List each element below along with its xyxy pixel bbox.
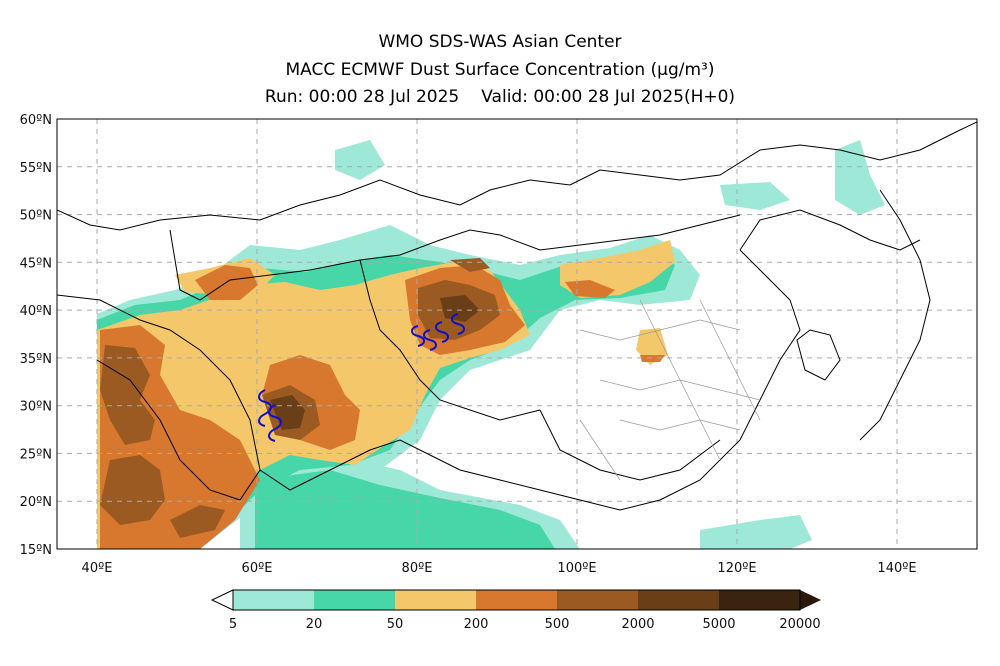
colorbar-swatch <box>314 590 395 610</box>
lon-label: 100ºE <box>557 561 596 576</box>
lat-label: 20ºN <box>20 495 52 510</box>
dust-band-500-2000-north <box>450 258 490 272</box>
dust-storm-symbol <box>423 329 437 351</box>
longitude-labels: 40ºE 60ºE 80ºE 100ºE 120ºE 140ºE <box>82 561 917 576</box>
colorbar-label: 2000 <box>621 617 654 632</box>
dust-band-5-20-se <box>700 515 812 549</box>
colorbar-label: 50 <box>387 617 404 632</box>
dust-band-5-20-ne <box>835 140 885 215</box>
colorbar-label: 5 <box>229 617 237 632</box>
dust-band-200-500-small <box>640 355 665 362</box>
lat-label: 55ºN <box>20 161 52 176</box>
dust-band-500-2000-arabia <box>100 455 165 525</box>
colorbar-label: 5000 <box>702 617 735 632</box>
dust-band-5-20-n <box>335 140 385 180</box>
dust-band-2000-5000-tarim <box>440 295 480 322</box>
lon-label: 40ºE <box>82 561 113 576</box>
lat-label: 45ºN <box>20 256 52 271</box>
colorbar-outline <box>232 589 801 611</box>
lat-label: 50ºN <box>20 209 52 224</box>
valid-time-label: Valid: 00:00 28 Jul 2025(H+0) <box>481 87 736 107</box>
colorbar-label: 20 <box>306 617 323 632</box>
lat-label: 35ºN <box>20 352 52 367</box>
dust-band-2000-5000 <box>270 395 305 430</box>
title-line-2: MACC ECMWF Dust Surface Concentration (μ… <box>285 60 715 80</box>
colorbar: 5 20 50 200 500 2000 5000 20000 <box>210 589 821 632</box>
colorbar-label: 20000 <box>779 617 820 632</box>
country-borders <box>57 121 977 511</box>
title-line-1: WMO SDS-WAS Asian Center <box>378 32 622 52</box>
latitude-labels: 60ºN 55ºN 50ºN 45ºN 40ºN 35ºN 30ºN 25ºN … <box>20 113 52 558</box>
colorbar-arrow-low <box>210 589 234 611</box>
title-line-3: Run: 00:00 28 Jul 2025 Valid: 00:00 28 Ju… <box>0 87 1000 107</box>
dust-band-5-20-e <box>720 182 790 210</box>
province-borders <box>579 299 761 481</box>
colorbar-swatch <box>557 590 638 610</box>
lon-label: 80ºE <box>402 561 433 576</box>
lon-label: 140ºE <box>877 561 916 576</box>
colorbar-swatch <box>719 590 800 610</box>
dust-band-500-2000-yemen <box>170 505 225 538</box>
colorbar-arrow-high <box>800 590 821 610</box>
colorbar-swatch <box>395 590 476 610</box>
lon-label: 120ºE <box>717 561 756 576</box>
dust-storm-symbols <box>258 313 465 442</box>
colorbar-swatch <box>233 590 314 610</box>
colorbar-label: 500 <box>545 617 570 632</box>
colorbar-swatch <box>476 590 557 610</box>
lat-label: 15ºN <box>20 543 52 558</box>
dust-storm-symbol <box>435 321 449 343</box>
dust-storm-symbol <box>411 325 425 347</box>
dust-band-20-50-south <box>255 470 555 549</box>
lat-label: 30ºN <box>20 400 52 415</box>
dust-storm-symbol <box>451 313 465 335</box>
map-plot-area <box>57 119 977 549</box>
run-time-label: Run: 00:00 28 Jul 2025 <box>264 87 460 107</box>
lon-label: 60ºE <box>242 561 273 576</box>
dust-concentration-field <box>97 140 885 549</box>
lat-label: 25ºN <box>20 447 52 462</box>
map-frame <box>56 118 978 550</box>
lat-label: 60ºN <box>20 113 52 128</box>
lat-label: 40ºN <box>20 304 52 319</box>
colorbar-label: 200 <box>464 617 489 632</box>
colorbar-swatch <box>638 590 719 610</box>
dust-storm-symbol <box>268 404 282 442</box>
